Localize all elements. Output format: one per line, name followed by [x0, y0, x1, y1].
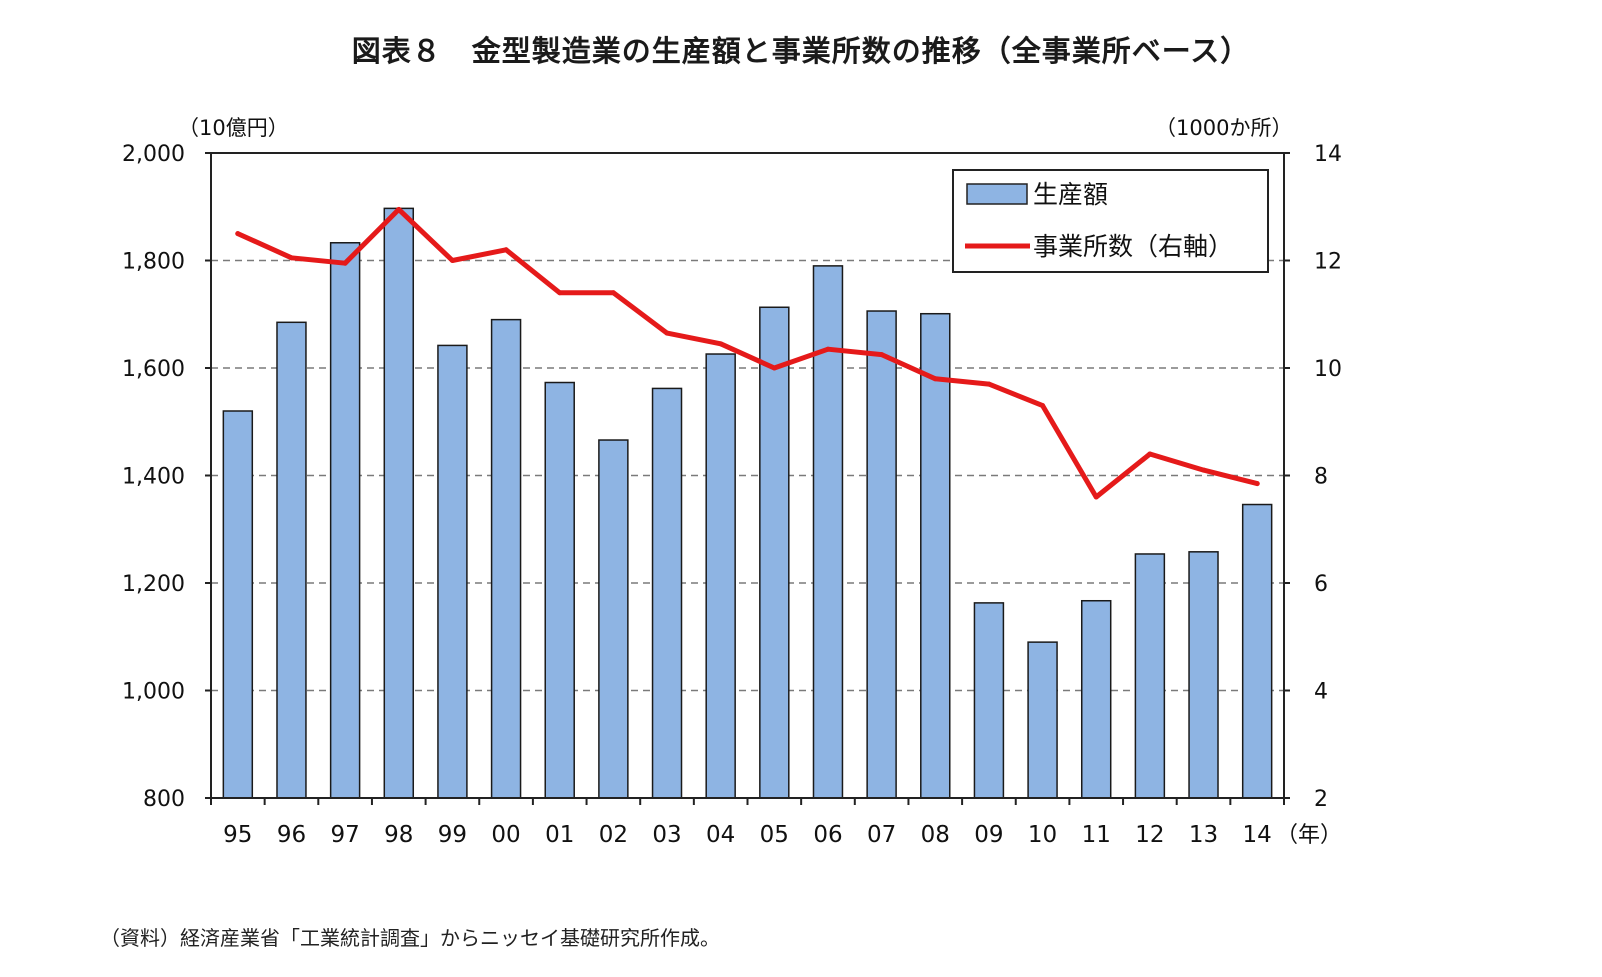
line-series-path [235, 206, 1260, 500]
x-tick-label: 03 [652, 822, 681, 848]
right-tick-label: 6 [1314, 572, 1328, 597]
x-tick-label: 99 [438, 822, 467, 848]
x-tick-label: 02 [599, 822, 628, 848]
legend-bar-swatch [966, 183, 1028, 205]
x-tick-label: 10 [1028, 822, 1057, 848]
right-axis-unit: （1000か所） [1155, 116, 1292, 140]
legend-line-label: 事業所数（右軸） [1033, 232, 1233, 261]
bar [598, 439, 629, 799]
bar [1134, 553, 1166, 799]
bar [866, 310, 897, 799]
line-point [879, 352, 885, 358]
left-tick-label: 1,600 [122, 357, 185, 382]
right-tick-label: 14 [1314, 142, 1342, 167]
x-tick-label: 01 [545, 822, 574, 848]
line-series [235, 206, 1260, 500]
x-tick-label: 11 [1082, 822, 1111, 848]
bar [383, 207, 415, 799]
bar [1241, 503, 1273, 799]
bar [920, 312, 951, 799]
left-tick-label: 1,800 [122, 250, 185, 275]
chart-title: 図表８ 金型製造業の生産額と事業所数の推移（全事業所ベース） [351, 34, 1251, 68]
source-note: （資料）経済産業省「工業統計調査」からニッセイ基礎研究所作成。 [100, 926, 720, 950]
x-tick-label: 96 [277, 822, 306, 848]
legend: 生産額 事業所数（右軸） [952, 169, 1269, 273]
left-tick-label: 1,400 [122, 465, 185, 490]
line-point [986, 381, 992, 387]
line-point [825, 346, 831, 352]
line-point [1254, 481, 1260, 487]
right-tick-label: 2 [1314, 787, 1328, 812]
legend-bar-label: 生産額 [1033, 180, 1108, 209]
line-point [503, 247, 509, 253]
bar [812, 265, 844, 799]
bar [437, 344, 468, 799]
right-tick-label: 12 [1314, 250, 1342, 275]
left-tick-label: 2,000 [122, 142, 185, 167]
x-tick-label: 07 [867, 822, 896, 848]
line-point [1040, 403, 1046, 409]
bar [973, 602, 1005, 799]
line-point [396, 206, 402, 212]
line-point [1201, 467, 1207, 473]
line-point [342, 260, 348, 266]
line-point [932, 376, 938, 382]
bar [329, 242, 361, 799]
line-point [1093, 494, 1099, 500]
chart: 800 1,000 1,200 1,400 1,600 1,800 2,000 2 4 6 8 10 1… [122, 116, 1342, 848]
x-tick-label: 09 [974, 822, 1003, 848]
line-point [449, 258, 455, 263]
bar [705, 353, 736, 799]
line-point [1147, 451, 1153, 457]
x-tick-label: 08 [921, 822, 950, 848]
left-axis-unit: （10億円） [178, 116, 289, 140]
x-tick-label: 13 [1189, 822, 1218, 848]
bar [759, 306, 790, 799]
right-tick-label: 8 [1314, 465, 1328, 490]
line-point [610, 290, 616, 296]
bar [1080, 599, 1112, 799]
tick-labels: 800 1,000 1,200 1,400 1,600 1,800 2,000 2 4 6 8 10 1… [122, 142, 1342, 848]
right-tick-label: 10 [1314, 357, 1342, 382]
line-point [235, 231, 241, 237]
x-tick-label: 06 [813, 822, 842, 848]
x-tick-label: 00 [491, 822, 520, 848]
bar-series [222, 207, 1273, 799]
bar [544, 381, 575, 799]
right-tick-label: 4 [1314, 680, 1328, 705]
bar [1188, 551, 1219, 799]
left-tick-label: 1,200 [122, 572, 185, 597]
bar [222, 410, 254, 799]
x-tick-label: 05 [760, 822, 789, 848]
left-tick-label: 1,000 [122, 680, 185, 705]
line-point [557, 290, 563, 296]
x-tick-label: 95 [223, 822, 252, 848]
line-point [718, 341, 724, 347]
x-axis-unit: （年） [1276, 823, 1342, 848]
x-tick-label: 14 [1243, 822, 1272, 848]
x-tick-label: 12 [1135, 822, 1164, 848]
bar [276, 321, 307, 799]
bar [490, 318, 522, 799]
bar [651, 387, 683, 799]
line-point [771, 365, 777, 371]
x-tick-label: 04 [706, 822, 735, 848]
left-tick-label: 800 [143, 787, 185, 812]
line-point [664, 330, 670, 336]
x-tick-label: 98 [384, 822, 413, 848]
axes [205, 152, 1290, 805]
x-tick-label: 97 [330, 822, 359, 848]
bar [1027, 641, 1058, 799]
line-point [288, 255, 294, 261]
